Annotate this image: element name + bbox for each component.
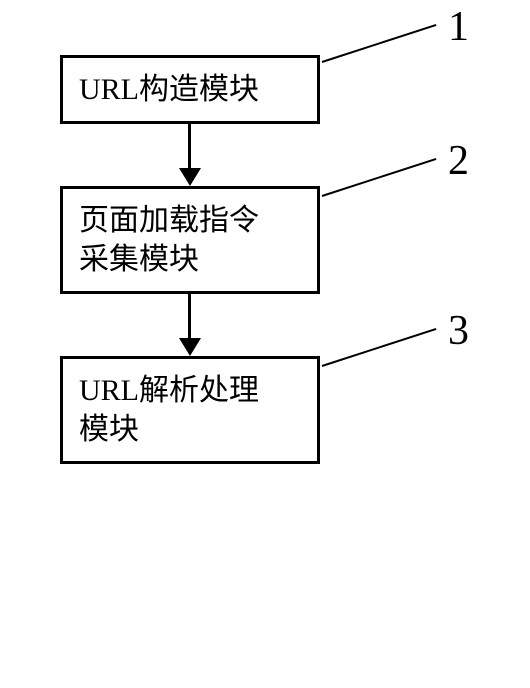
node-label: 页面加载指令 采集模块: [79, 201, 301, 279]
node-label: URL解析处理 模块: [79, 371, 301, 449]
flowchart-node-2: 页面加载指令 采集模块: [60, 186, 320, 294]
arrow-2-to-3: [60, 294, 320, 356]
node-number-3: 3: [448, 307, 469, 355]
leader-line-1: [322, 24, 437, 63]
node-number-2: 2: [448, 137, 469, 185]
arrow-head-icon: [179, 168, 201, 186]
leader-line-2: [322, 158, 437, 197]
arrow-head-icon: [179, 338, 201, 356]
node-label: URL构造模块: [79, 70, 301, 109]
node-number-1: 1: [448, 3, 469, 51]
arrow-1-to-2: [60, 124, 320, 186]
flowchart-node-3: URL解析处理 模块: [60, 356, 320, 464]
flowchart-node-1: URL构造模块: [60, 55, 320, 124]
arrow-shaft: [188, 124, 191, 172]
leader-line-3: [322, 328, 437, 367]
flowchart-diagram: URL构造模块 1 页面加载指令 采集模块 2 URL解析处理 模块 3: [60, 55, 460, 464]
arrow-shaft: [188, 294, 191, 342]
